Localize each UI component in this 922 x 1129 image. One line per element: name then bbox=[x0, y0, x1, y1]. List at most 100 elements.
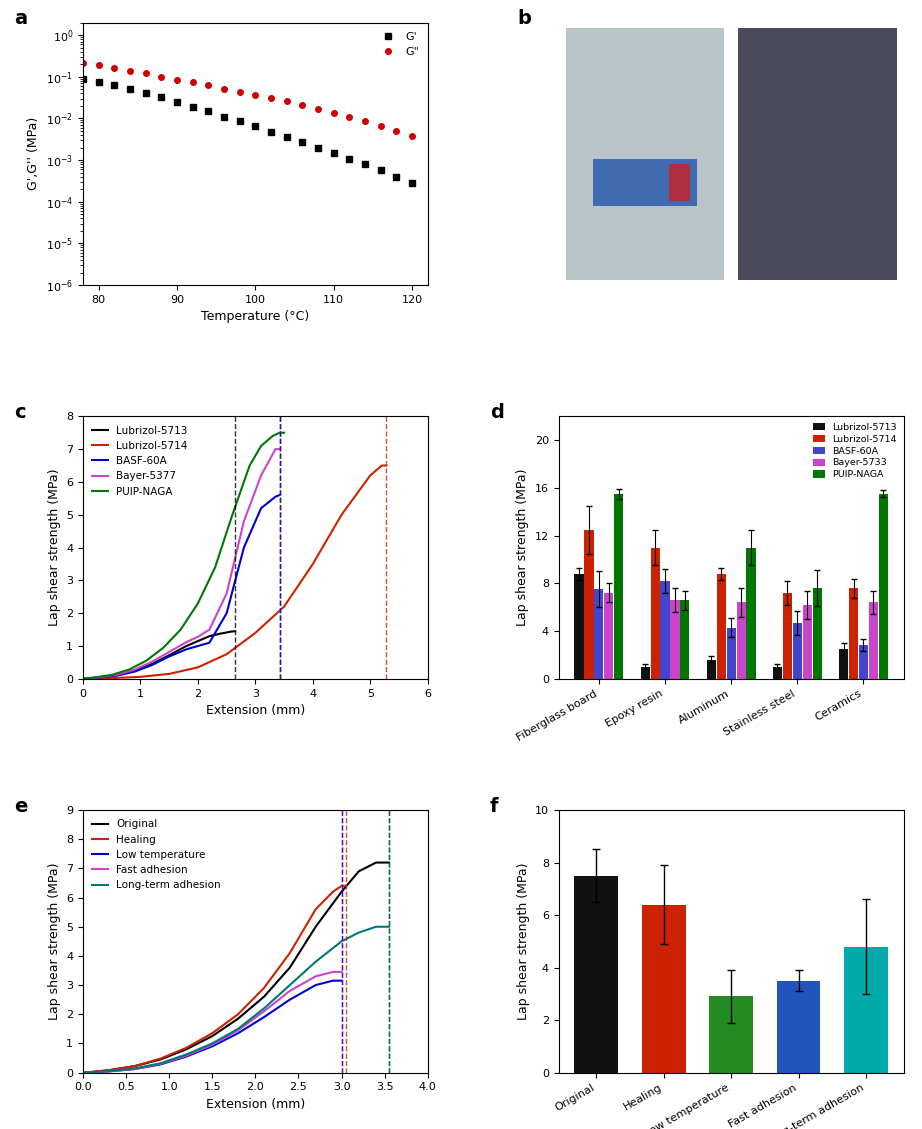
G" bbox=[234, 85, 245, 98]
BASF-60A bbox=[255, 501, 266, 515]
PUIP-NAGA bbox=[227, 508, 238, 522]
Bayer-5377 bbox=[270, 443, 281, 456]
G" bbox=[219, 81, 230, 95]
PUIP-NAGA bbox=[89, 671, 100, 684]
Original bbox=[86, 1065, 97, 1078]
Long-term adhesion bbox=[258, 1001, 269, 1015]
Line: Lubrizol-5714: Lubrizol-5714 bbox=[83, 465, 386, 679]
BASF-60A bbox=[193, 639, 204, 653]
Lubrizol-5713 bbox=[193, 634, 204, 648]
Low temperature bbox=[86, 1066, 97, 1079]
PUIP-NAGA bbox=[106, 668, 117, 682]
G" bbox=[328, 106, 339, 120]
Low temperature bbox=[336, 974, 347, 988]
G' bbox=[391, 169, 402, 183]
G" bbox=[375, 119, 386, 132]
Long-term adhesion bbox=[310, 955, 321, 969]
Low temperature bbox=[258, 1010, 269, 1024]
G" bbox=[250, 88, 261, 102]
Healing bbox=[336, 879, 347, 893]
Healing bbox=[155, 1052, 166, 1066]
Y-axis label: G',G'' (MPa): G',G'' (MPa) bbox=[28, 117, 41, 191]
G' bbox=[77, 72, 89, 86]
Bar bbox=[680, 601, 690, 679]
Bar bbox=[641, 667, 650, 679]
Lubrizol-5713 bbox=[181, 639, 192, 653]
Bayer-5377 bbox=[193, 630, 204, 644]
Long-term adhesion bbox=[207, 1036, 218, 1050]
G' bbox=[407, 176, 418, 190]
Fast adhesion bbox=[336, 965, 347, 979]
Lubrizol-5713 bbox=[147, 657, 158, 671]
Lubrizol-5714 bbox=[135, 671, 146, 684]
Healing bbox=[86, 1065, 97, 1078]
Lubrizol-5713 bbox=[95, 671, 106, 684]
Lubrizol-5714 bbox=[77, 672, 89, 685]
Lubrizol-5713 bbox=[77, 672, 89, 685]
Fast adhesion bbox=[327, 965, 338, 979]
Lubrizol-5714 bbox=[365, 469, 376, 482]
G" bbox=[266, 91, 277, 105]
Lubrizol-5713 bbox=[204, 629, 215, 642]
Fast adhesion bbox=[232, 1024, 243, 1038]
G" bbox=[93, 59, 104, 72]
Bayer-5377 bbox=[129, 663, 140, 676]
G' bbox=[109, 79, 120, 93]
Line: Original: Original bbox=[83, 863, 389, 1073]
Lubrizol-5714 bbox=[193, 660, 204, 674]
Bar bbox=[812, 588, 822, 679]
Bar bbox=[783, 593, 792, 679]
Bar bbox=[651, 548, 659, 679]
Original bbox=[371, 856, 382, 869]
G' bbox=[219, 110, 230, 123]
Legend: Original, Healing, Low temperature, Fast adhesion, Long-term adhesion: Original, Healing, Low temperature, Fast… bbox=[89, 815, 225, 894]
Long-term adhesion bbox=[384, 920, 395, 934]
Low temperature bbox=[77, 1066, 89, 1079]
Bayer-5377 bbox=[204, 623, 215, 637]
Lubrizol-5713 bbox=[112, 668, 123, 682]
Bar bbox=[844, 946, 888, 1073]
Healing bbox=[284, 946, 295, 960]
Healing bbox=[181, 1041, 192, 1054]
PUIP-NAGA bbox=[255, 439, 266, 453]
Fast adhesion bbox=[258, 1005, 269, 1018]
Low temperature bbox=[129, 1062, 140, 1076]
G' bbox=[203, 104, 214, 117]
Long-term adhesion bbox=[77, 1066, 89, 1079]
G" bbox=[140, 67, 151, 80]
G' bbox=[281, 130, 292, 143]
Low temperature bbox=[155, 1058, 166, 1071]
G' bbox=[250, 120, 261, 133]
G' bbox=[140, 87, 151, 100]
BASF-60A bbox=[270, 490, 281, 504]
PUIP-NAGA bbox=[193, 596, 204, 610]
Bar bbox=[574, 574, 584, 679]
Healing bbox=[103, 1064, 114, 1077]
Bayer-5377 bbox=[181, 636, 192, 649]
Bar bbox=[747, 548, 756, 679]
Healing bbox=[310, 902, 321, 916]
PUIP-NAGA bbox=[267, 429, 278, 443]
Bayer-5377 bbox=[95, 671, 106, 684]
Long-term adhesion bbox=[129, 1061, 140, 1075]
BASF-60A bbox=[239, 541, 250, 554]
Bayer-5377 bbox=[112, 667, 123, 681]
G" bbox=[297, 98, 308, 112]
Healing bbox=[232, 1007, 243, 1021]
Lubrizol-5713 bbox=[226, 624, 237, 638]
Bayer-5377 bbox=[163, 645, 174, 658]
Low temperature bbox=[327, 974, 338, 988]
Healing bbox=[327, 885, 338, 899]
Original bbox=[379, 856, 390, 869]
G" bbox=[77, 55, 89, 69]
Low temperature bbox=[207, 1040, 218, 1053]
Long-term adhesion bbox=[155, 1057, 166, 1070]
G" bbox=[313, 102, 324, 115]
Bar bbox=[574, 876, 619, 1073]
Bayer-5377 bbox=[255, 469, 266, 482]
Long-term adhesion bbox=[103, 1065, 114, 1078]
Low temperature bbox=[284, 992, 295, 1006]
G" bbox=[407, 129, 418, 142]
Bar bbox=[859, 646, 868, 679]
Lubrizol-5713 bbox=[216, 627, 227, 640]
